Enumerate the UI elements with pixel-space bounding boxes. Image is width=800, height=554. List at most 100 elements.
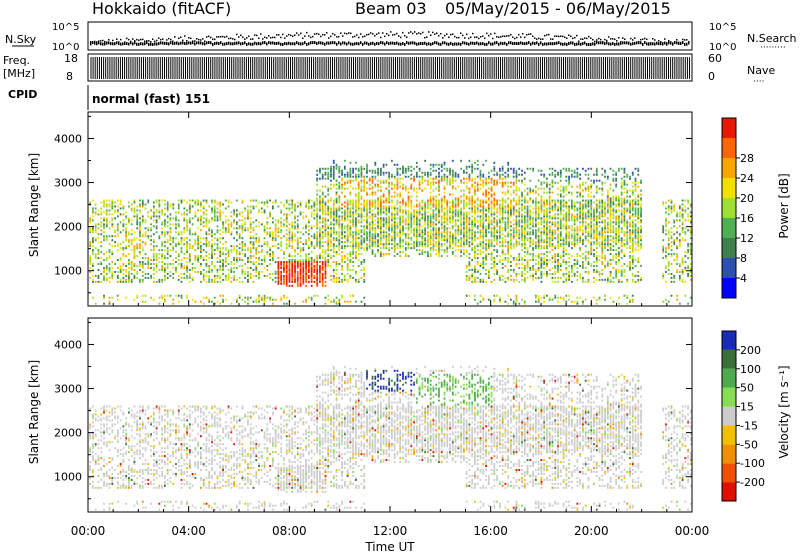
power-cell	[321, 203, 324, 206]
power-cell	[360, 167, 363, 170]
power-cell	[247, 229, 249, 232]
power-cell	[269, 255, 271, 258]
power-cell	[249, 237, 252, 240]
power-cell	[388, 223, 391, 226]
power-cell	[460, 199, 463, 202]
power-cell	[111, 235, 114, 238]
power-cell	[355, 207, 357, 210]
power-cell	[332, 161, 335, 164]
power-cell	[310, 211, 313, 214]
power-cell	[100, 245, 103, 248]
power-cell	[330, 165, 332, 168]
power-cell	[296, 261, 299, 264]
power-cell	[446, 233, 449, 236]
power-cell	[332, 227, 335, 230]
power-cell	[277, 227, 280, 230]
power-cell	[402, 227, 404, 230]
power-cell	[357, 197, 360, 200]
power-cell	[307, 253, 310, 256]
power-cell	[266, 296, 269, 299]
power-cell	[227, 278, 230, 281]
power-cell	[235, 227, 238, 230]
power-cell	[413, 247, 415, 250]
power-cell	[341, 272, 343, 275]
power-cell	[252, 243, 255, 246]
power-cell	[338, 181, 341, 184]
nsky-base-point	[658, 42, 660, 46]
power-cell	[468, 237, 471, 240]
nsky-point	[572, 37, 574, 40]
power-cell	[296, 276, 299, 279]
power-cell	[188, 221, 191, 224]
power-cell	[155, 219, 158, 222]
power-cell	[352, 221, 355, 224]
power-cell	[188, 280, 191, 283]
power-cell	[468, 241, 471, 244]
power-cell	[271, 235, 274, 238]
power-cell	[352, 245, 355, 248]
power-cell	[426, 251, 429, 254]
power-cell	[139, 278, 141, 281]
power-cell	[288, 253, 291, 256]
nsky-base-point	[626, 41, 628, 45]
power-cell	[172, 276, 175, 279]
power-cell	[169, 239, 172, 242]
power-cell	[432, 195, 435, 198]
power-cell	[128, 270, 130, 273]
power-cell	[360, 217, 363, 220]
power-cell	[205, 209, 208, 212]
power-cell	[305, 278, 307, 281]
power-cell	[446, 235, 449, 238]
power-cell	[476, 257, 479, 260]
power-cell	[443, 239, 446, 242]
power-cell	[493, 169, 496, 172]
power-cell	[188, 239, 191, 242]
power-cell	[224, 278, 227, 281]
nsky-base-point	[94, 41, 96, 45]
power-cell	[249, 209, 252, 212]
power-cell	[319, 257, 321, 260]
power-cell	[426, 239, 429, 242]
power-cell	[208, 257, 211, 260]
power-cell	[294, 209, 296, 212]
power-cell	[119, 268, 122, 271]
power-cell	[103, 237, 105, 240]
power-cell	[213, 274, 216, 277]
power-cell	[307, 207, 310, 210]
power-cell	[224, 257, 227, 260]
nsky-point	[398, 35, 400, 37]
power-cell	[130, 261, 133, 264]
power-cell	[418, 185, 421, 188]
power-cell	[89, 221, 92, 224]
power-cell	[468, 211, 471, 214]
power-cell	[385, 207, 388, 210]
power-cell	[366, 233, 368, 236]
power-cell	[404, 223, 407, 226]
power-cell	[324, 241, 327, 244]
power-cell	[357, 169, 360, 172]
power-cell	[490, 221, 493, 224]
power-cell	[205, 199, 208, 202]
power-cell	[116, 298, 119, 301]
power-cell	[435, 213, 438, 216]
power-cell	[343, 213, 346, 216]
power-cell	[366, 215, 368, 218]
power-cell	[396, 231, 399, 234]
power-cell	[349, 235, 352, 238]
nsky-base-point	[332, 41, 334, 45]
nsky-base-point	[454, 42, 456, 46]
power-cell	[324, 261, 327, 264]
power-cell	[360, 195, 363, 198]
nsky-base-point	[554, 42, 556, 46]
power-cell	[482, 233, 485, 236]
power-cell	[485, 217, 487, 220]
power-cell	[446, 205, 449, 208]
power-cell	[285, 199, 288, 202]
power-cell	[382, 193, 385, 196]
power-cell	[426, 181, 429, 184]
nsky-point	[350, 32, 352, 35]
power-cell	[327, 177, 330, 180]
power-cell	[432, 231, 435, 234]
nsky-base-point	[488, 41, 490, 45]
power-cell	[247, 249, 249, 252]
